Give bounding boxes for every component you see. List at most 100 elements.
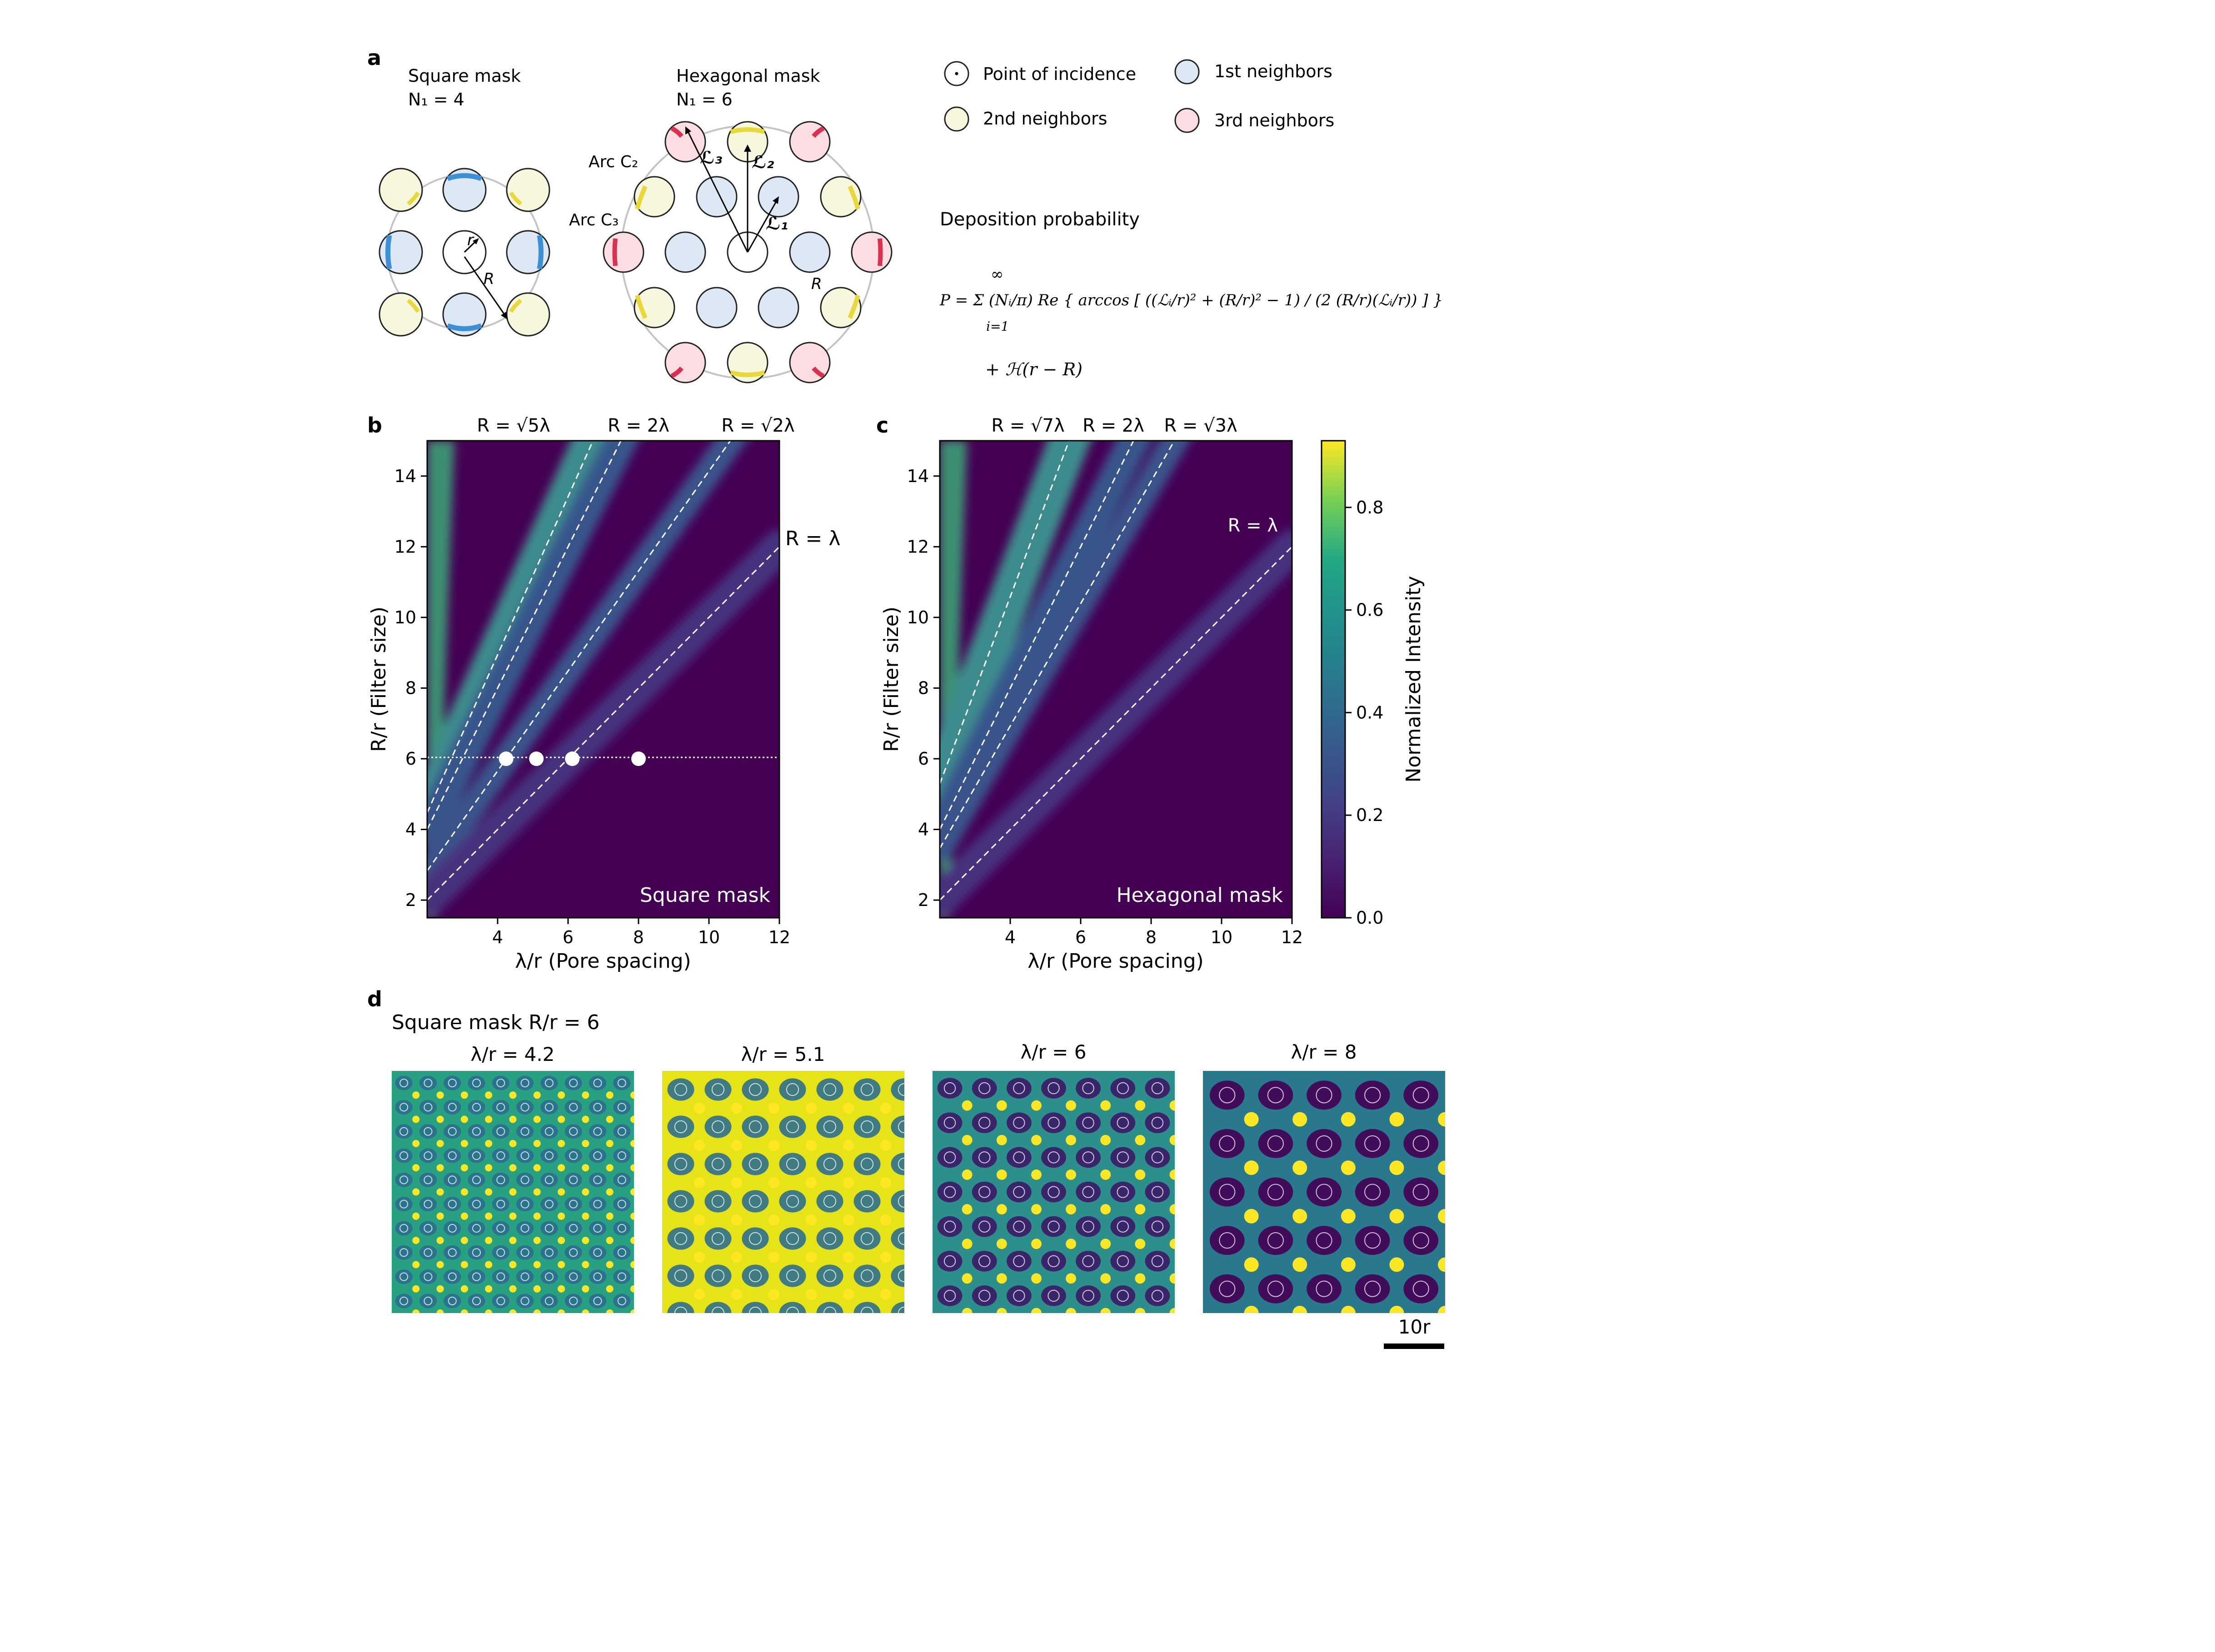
xlabel-b: λ/r (Pore spacing) (515, 950, 691, 973)
ylabel-b: R/r (Filter size) (367, 607, 390, 752)
pore-outline (711, 1232, 725, 1245)
pore-outline (569, 1248, 578, 1257)
pore-outline (472, 1103, 481, 1112)
pore-outline (823, 1120, 837, 1134)
pore-outline (786, 1269, 799, 1283)
line-label-c-3: R = λ (1228, 515, 1278, 536)
y-tick-label: 10 (394, 607, 416, 627)
pore-outline (399, 1127, 409, 1136)
pore-outline (943, 1151, 956, 1164)
pore-outline (424, 1199, 433, 1209)
pore-outline (1151, 1186, 1164, 1198)
intensity-map (392, 1071, 650, 1329)
pore-outline (1013, 1255, 1025, 1267)
pore-outline (472, 1151, 481, 1160)
y-tick-label: 14 (907, 466, 929, 486)
pore-outline (748, 1306, 762, 1313)
line-label-b-0: R = √5λ (477, 415, 550, 436)
pore-outline (399, 1151, 409, 1160)
pore-outline (860, 1232, 874, 1245)
neighbor-circle (664, 231, 706, 273)
pore-outline (642, 1103, 650, 1111)
pore-outline (823, 1157, 837, 1171)
pore-outline (642, 1321, 650, 1329)
pore-outline (399, 1079, 409, 1088)
pore-outline (569, 1224, 578, 1233)
parameter-marker (529, 751, 544, 766)
pore-outline (823, 1083, 837, 1096)
equation-main: P = Σ (Nᵢ/π) Re { arccos [ ((ℒᵢ/r)² + (R… (939, 291, 1443, 309)
pore-outline (1412, 1232, 1429, 1249)
intensity-band (940, 529, 1292, 917)
pore-outline (786, 1120, 799, 1134)
pore-outline (786, 1194, 799, 1208)
y-tick-label: 10 (907, 607, 929, 627)
heatmap-b-inner-label: Square mask (640, 884, 771, 907)
pore-outline (618, 1321, 626, 1329)
parameter-marker (499, 751, 514, 766)
pore-outline (1082, 1220, 1094, 1233)
panel-label-c: c (876, 413, 888, 438)
parameter-marker (565, 751, 580, 766)
pore-outline (711, 1157, 725, 1171)
pore-outline (898, 1232, 904, 1245)
pore-outline (424, 1127, 433, 1136)
pore-outline (978, 1151, 991, 1164)
pore-outline (617, 1296, 626, 1305)
arc-c2-label: Arc C₂ (589, 153, 638, 171)
x-tick-label: 10 (698, 927, 720, 947)
pore-outline (898, 1194, 904, 1208)
pore-outline (944, 1325, 955, 1336)
x-tick-label: 12 (768, 927, 790, 947)
x-tick-label: 6 (1075, 927, 1086, 947)
pore-outline (1316, 1087, 1332, 1104)
pore-outline (617, 1199, 626, 1209)
pore-outline (1048, 1220, 1060, 1233)
pore-outline (1151, 1082, 1164, 1095)
pore-outline (642, 1224, 650, 1232)
pore-outline (860, 1157, 874, 1171)
pore-outline (642, 1152, 650, 1159)
pore-outline (521, 1321, 529, 1329)
pore-outline (593, 1103, 602, 1112)
map-label-2: λ/r = 6 (1021, 1041, 1087, 1063)
pore-outline (1048, 1325, 1059, 1336)
pore-outline (943, 1082, 956, 1095)
pore-outline (978, 1220, 991, 1233)
pore-outline (496, 1175, 505, 1184)
pore-outline (1268, 1329, 1283, 1345)
pore-outline (496, 1103, 505, 1112)
pore-outline (1117, 1325, 1128, 1336)
pore-outline (1048, 1186, 1060, 1198)
pore-outline (642, 1128, 650, 1135)
pore-outline (617, 1127, 626, 1136)
neighbor-legend (944, 59, 1200, 133)
pore-outline (448, 1224, 457, 1233)
colorbar: 0.0 0.2 0.4 0.6 0.8 (1321, 440, 1383, 928)
boundary-line (427, 441, 731, 871)
neighbor-circle (851, 231, 893, 273)
pore-outline (520, 1296, 529, 1305)
y-tick-label: 2 (918, 890, 929, 910)
pore-outline (1364, 1135, 1381, 1152)
pore-outline (978, 1117, 991, 1129)
pore-outline (593, 1175, 602, 1184)
pore-outline (594, 1321, 602, 1329)
pore-outline (424, 1151, 433, 1160)
pore-outline (1364, 1232, 1381, 1249)
pore-outline (472, 1224, 481, 1233)
pore-outline (1462, 1087, 1477, 1103)
pore-outline (1187, 1256, 1197, 1267)
pore-outline (1219, 1232, 1236, 1249)
pore-outline (1267, 1232, 1284, 1249)
pore-outline (1365, 1329, 1380, 1345)
pore-outline (674, 1194, 688, 1208)
x-tick-label: 6 (563, 927, 574, 947)
pore-outline (943, 1255, 956, 1267)
pore-outline (748, 1157, 762, 1171)
pore-outline (1412, 1280, 1429, 1297)
pore-outline (1082, 1186, 1094, 1198)
pore-outline (674, 1269, 688, 1283)
boundary-line (940, 441, 1175, 849)
